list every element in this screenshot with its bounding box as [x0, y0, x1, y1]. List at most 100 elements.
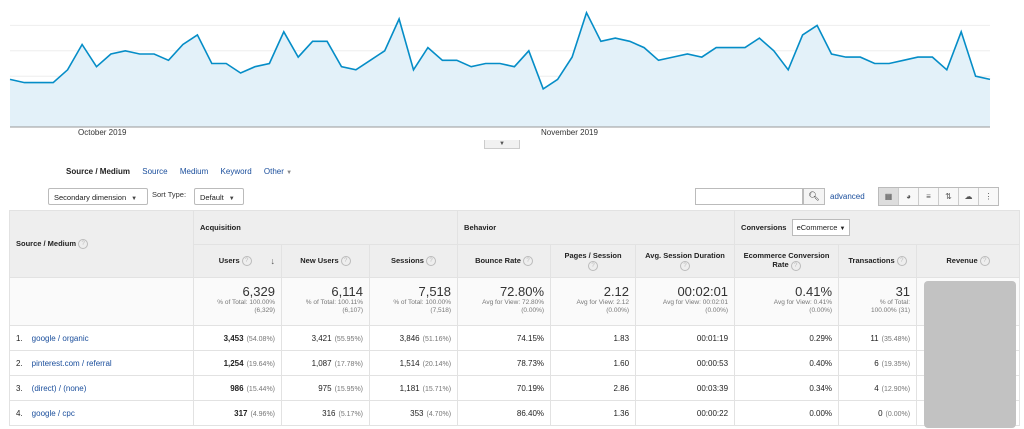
chart-data-point[interactable]: [484, 62, 487, 65]
chart-data-point[interactable]: [383, 49, 386, 52]
chart-data-point[interactable]: [369, 59, 372, 62]
chart-data-point[interactable]: [412, 68, 415, 71]
help-icon[interactable]: ?: [790, 260, 801, 271]
chart-data-point[interactable]: [52, 81, 55, 84]
chart-data-point[interactable]: [282, 30, 285, 33]
table-search-input[interactable]: [695, 188, 803, 205]
column-avg-session-duration[interactable]: Avg. Session Duration?: [635, 244, 736, 278]
chart-data-point[interactable]: [109, 52, 112, 55]
dimension-keyword[interactable]: Keyword: [220, 167, 252, 176]
chart-data-point[interactable]: [325, 40, 328, 43]
chart-data-point[interactable]: [153, 52, 156, 55]
column-bounce-rate[interactable]: Bounce Rate ?: [457, 244, 552, 278]
chart-data-point[interactable]: [729, 46, 732, 49]
chart-data-point[interactable]: [527, 49, 530, 52]
source-medium-link[interactable]: pinterest.com / referral: [31, 358, 112, 368]
collapse-chart-handle[interactable]: ▼: [484, 140, 520, 149]
chart-data-point[interactable]: [95, 65, 98, 68]
dimension-other[interactable]: Other ▼: [264, 167, 292, 176]
chart-data-point[interactable]: [643, 46, 646, 49]
data-table-view-icon[interactable]: ▦: [879, 188, 899, 205]
search-icon[interactable]: 🔍︎: [803, 188, 825, 205]
chart-data-point[interactable]: [888, 62, 891, 65]
chart-data-point[interactable]: [787, 68, 790, 71]
help-icon[interactable]: ?: [523, 256, 533, 266]
column-users[interactable]: Users ? ↓: [193, 244, 282, 278]
chart-data-point[interactable]: [354, 68, 357, 71]
term-cloud-view-icon[interactable]: ☁: [959, 188, 979, 205]
chart-data-point[interactable]: [340, 65, 343, 68]
column-revenue[interactable]: Revenue ?: [916, 244, 1021, 278]
dimension-medium[interactable]: Medium: [179, 167, 209, 176]
chart-data-point[interactable]: [758, 37, 761, 40]
pivot-view-icon[interactable]: ⋮: [979, 188, 998, 205]
help-icon[interactable]: ?: [426, 256, 437, 266]
column-transactions[interactable]: Transactions ?: [838, 244, 918, 278]
chart-data-point[interactable]: [542, 87, 545, 90]
column-sessions[interactable]: Sessions ?: [368, 244, 459, 278]
source-medium-link[interactable]: google / cpc: [31, 408, 75, 418]
chart-data-point[interactable]: [398, 17, 401, 20]
column-new-users[interactable]: New Users ?: [281, 244, 370, 278]
chart-data-point[interactable]: [181, 43, 184, 46]
chart-data-point[interactable]: [37, 81, 40, 84]
chart-data-point[interactable]: [873, 62, 876, 65]
chart-data-point[interactable]: [974, 75, 977, 78]
chart-data-point[interactable]: [902, 59, 905, 62]
column-pages-per-session[interactable]: Pages / Session?: [550, 244, 637, 278]
chart-data-point[interactable]: [916, 56, 919, 59]
chart-data-point[interactable]: [945, 68, 948, 71]
performance-view-icon[interactable]: ≡: [919, 188, 939, 205]
chart-data-point[interactable]: [498, 62, 501, 65]
help-icon[interactable]: ?: [979, 256, 990, 266]
chart-data-point[interactable]: [8, 78, 11, 81]
chart-data-point[interactable]: [960, 30, 963, 33]
secondary-dimension-select[interactable]: Secondary dimension ▼: [48, 188, 148, 205]
chart-data-point[interactable]: [686, 52, 689, 55]
chart-data-point[interactable]: [988, 78, 991, 81]
chart-data-point[interactable]: [700, 56, 703, 59]
chart-data-point[interactable]: [311, 40, 314, 43]
chart-data-point[interactable]: [599, 40, 602, 43]
chart-data-point[interactable]: [657, 59, 660, 62]
chart-data-point[interactable]: [614, 37, 617, 40]
chart-data-point[interactable]: [844, 56, 847, 59]
chart-data-point[interactable]: [124, 49, 127, 52]
source-medium-link[interactable]: google / organic: [31, 333, 89, 343]
chart-data-point[interactable]: [455, 59, 458, 62]
help-icon[interactable]: ?: [588, 260, 599, 271]
chart-data-point[interactable]: [239, 71, 242, 74]
conversion-type-select[interactable]: eCommerce ▼: [791, 219, 851, 236]
chart-data-point[interactable]: [570, 56, 573, 59]
help-icon[interactable]: ?: [340, 256, 351, 266]
column-ecommerce-conversion-rate[interactable]: Ecommerce Conversion Rate ?: [734, 244, 840, 278]
chart-data-point[interactable]: [23, 81, 26, 84]
chart-data-point[interactable]: [138, 52, 141, 55]
dimension-source-medium[interactable]: Source / Medium: [66, 167, 131, 176]
chart-data-point[interactable]: [80, 43, 83, 46]
chart-data-point[interactable]: [441, 59, 444, 62]
dimension-source[interactable]: Source: [142, 167, 168, 176]
chart-data-point[interactable]: [772, 49, 775, 52]
chart-data-point[interactable]: [815, 24, 818, 27]
chart-data-point[interactable]: [830, 52, 833, 55]
chart-data-point[interactable]: [268, 62, 271, 65]
help-icon[interactable]: ?: [680, 260, 691, 271]
chart-data-point[interactable]: [801, 33, 804, 36]
advanced-filter-link[interactable]: advanced: [830, 192, 865, 201]
pie-chart-view-icon[interactable]: ◕: [899, 188, 919, 205]
comparison-view-icon[interactable]: ⇅: [939, 188, 959, 205]
source-medium-link[interactable]: (direct) / (none): [31, 383, 87, 393]
chart-data-point[interactable]: [66, 68, 69, 71]
chart-data-point[interactable]: [556, 78, 559, 81]
chart-data-point[interactable]: [513, 65, 516, 68]
chart-data-point[interactable]: [743, 46, 746, 49]
chart-data-point[interactable]: [253, 65, 256, 68]
chart-data-point[interactable]: [628, 40, 631, 43]
chart-data-point[interactable]: [671, 56, 674, 59]
sort-type-select[interactable]: Default ▼: [194, 188, 244, 205]
chart-data-point[interactable]: [859, 56, 862, 59]
chart-data-point[interactable]: [225, 62, 228, 65]
chart-data-point[interactable]: [426, 46, 429, 49]
chart-data-point[interactable]: [470, 65, 473, 68]
